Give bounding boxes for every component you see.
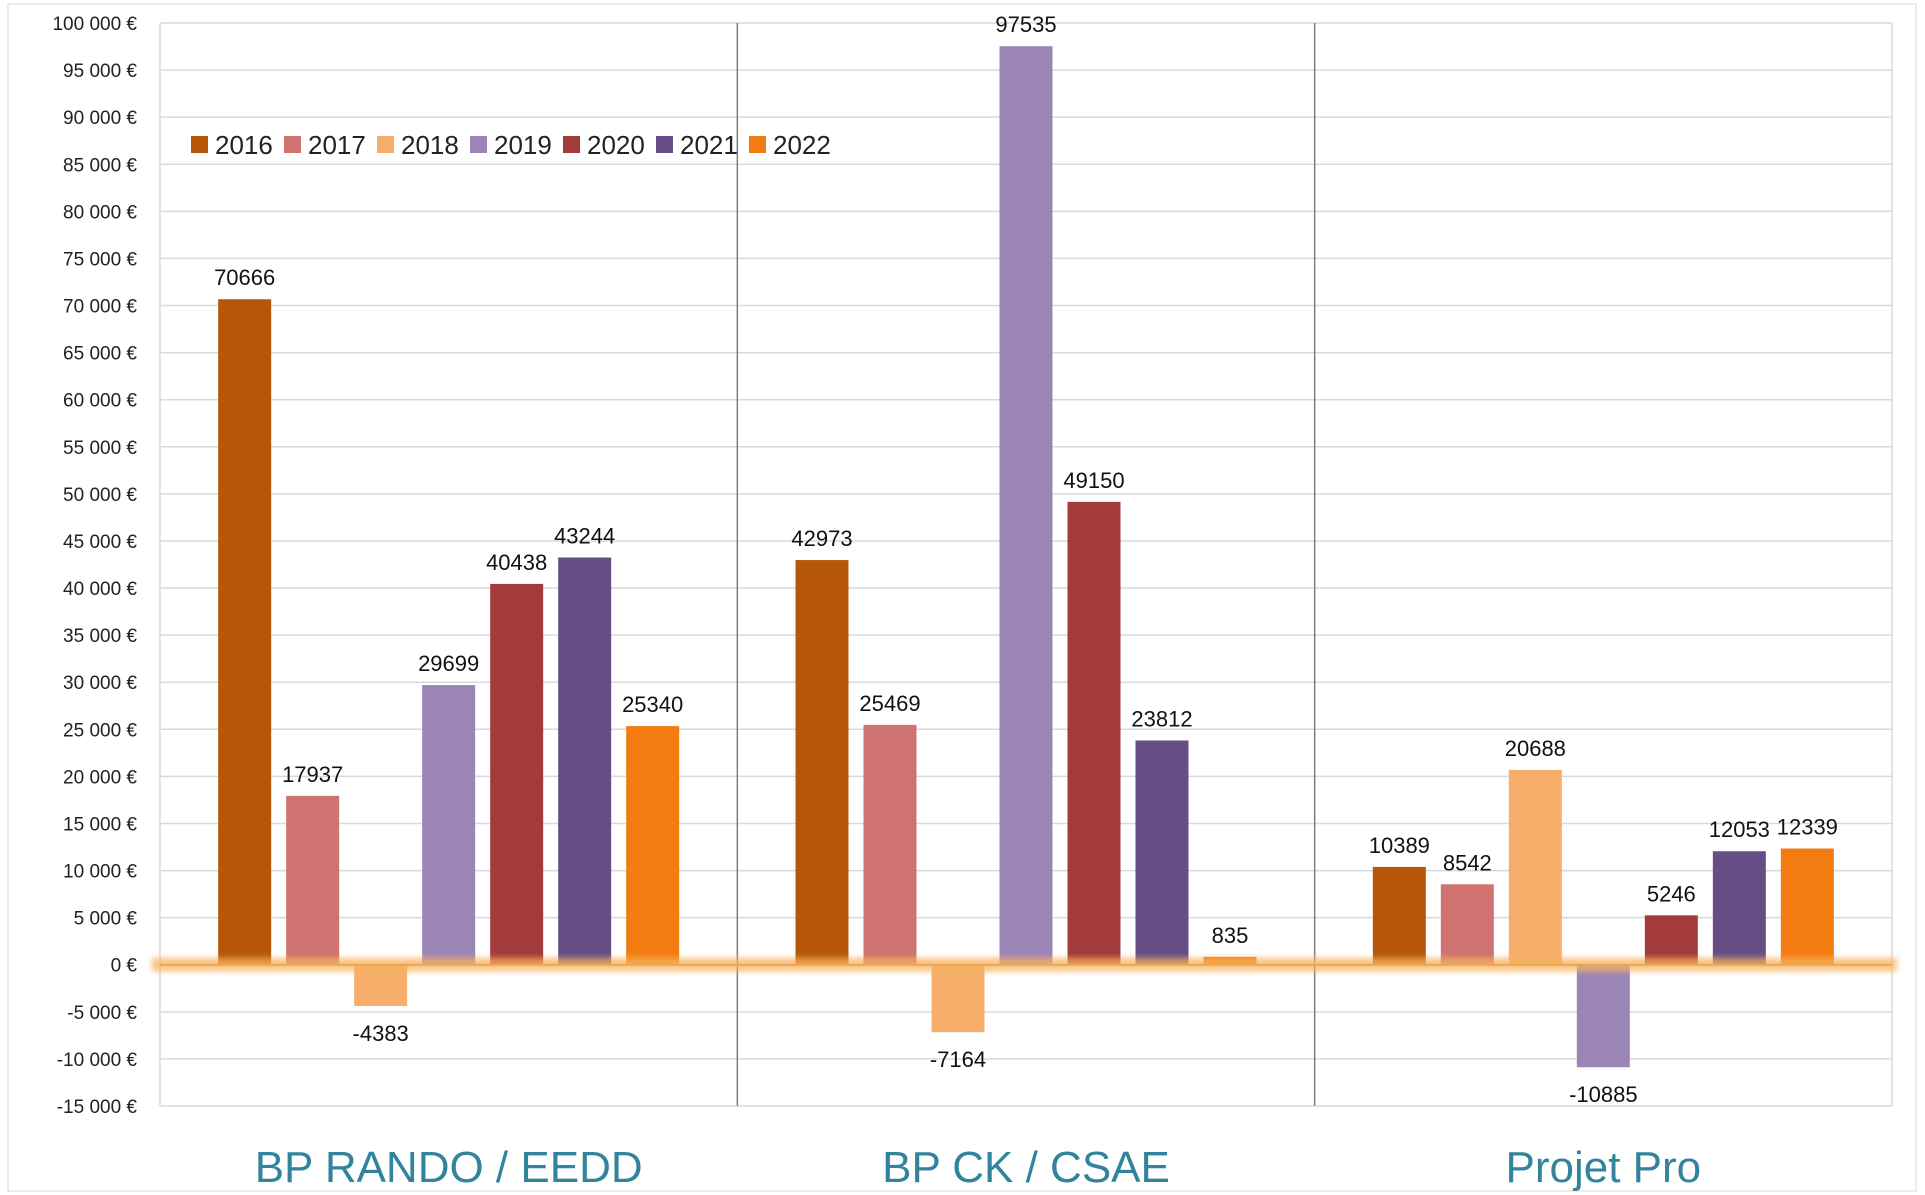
- data-label: 23812: [1131, 706, 1192, 731]
- bar-2019: [999, 46, 1053, 965]
- y-tick-label: 15 000 €: [63, 814, 137, 835]
- data-label: -4383: [353, 1021, 409, 1046]
- data-label: 97535: [995, 12, 1056, 37]
- legend-swatch: [563, 136, 580, 153]
- legend-swatch: [377, 136, 394, 153]
- y-tick-label: 45 000 €: [63, 532, 137, 553]
- y-tick-label: 35 000 €: [63, 626, 137, 647]
- legend-label: 2019: [494, 130, 552, 160]
- y-tick-label: -5 000 €: [67, 1003, 137, 1024]
- y-tick-label: -10 000 €: [57, 1050, 138, 1071]
- data-label: 8542: [1443, 850, 1492, 875]
- data-label: 29699: [418, 651, 479, 676]
- bar-2021: [1135, 740, 1189, 965]
- y-tick-label: 50 000 €: [63, 485, 137, 506]
- zero-line: [152, 957, 1897, 972]
- bar-2020: [1067, 501, 1121, 965]
- category-label: Projet Pro: [1506, 1143, 1702, 1192]
- bar-2022: [1780, 848, 1834, 965]
- bar-2018: [1508, 769, 1562, 965]
- y-tick-label: 65 000 €: [63, 344, 137, 365]
- y-tick-label: 60 000 €: [63, 391, 137, 412]
- data-label: 17937: [282, 762, 343, 787]
- y-tick-label: 85 000 €: [63, 155, 137, 176]
- bar-2017: [1440, 884, 1494, 965]
- y-tick-label: 55 000 €: [63, 438, 137, 459]
- y-tick-label: 20 000 €: [63, 767, 137, 788]
- bar-2022: [626, 726, 680, 965]
- legend-swatch: [470, 136, 487, 153]
- bar-2016: [218, 299, 272, 965]
- data-label: 42973: [791, 526, 852, 551]
- y-axis-ticks: -15 000 € -10 000 € -5 000 € 0 € 5 000 € 10 0…: [52, 14, 137, 1118]
- bar-2016: [1372, 866, 1426, 965]
- data-label: 835: [1212, 923, 1249, 948]
- y-tick-label: 10 000 €: [63, 862, 137, 883]
- data-label: 5246: [1647, 881, 1696, 906]
- legend-label: 2016: [215, 130, 273, 160]
- chart-frame: [7, 3, 1917, 1192]
- bar-2021: [558, 557, 612, 965]
- data-label: 49150: [1063, 468, 1124, 493]
- data-label: 40438: [486, 550, 547, 575]
- bar-2020: [1644, 915, 1698, 965]
- bar-2017: [863, 724, 917, 965]
- data-label: 20688: [1505, 736, 1566, 761]
- legend: 2016 2017 2018 2019 2020 2021 2022: [191, 130, 831, 160]
- legend-label: 2021: [680, 130, 738, 160]
- legend-label: 2017: [308, 130, 366, 160]
- y-tick-label: 80 000 €: [63, 202, 137, 223]
- data-label: -10885: [1569, 1082, 1638, 1107]
- y-tick-label: 75 000 €: [63, 249, 137, 270]
- legend-label: 2020: [587, 130, 645, 160]
- y-tick-label: 40 000 €: [63, 579, 137, 600]
- data-label: 25340: [622, 692, 683, 717]
- legend-label: 2018: [401, 130, 459, 160]
- bars: [218, 46, 1834, 1068]
- legend-swatch: [749, 136, 766, 153]
- data-label: 43244: [554, 523, 615, 548]
- y-tick-label: 95 000 €: [63, 61, 137, 82]
- y-tick-label: 70 000 €: [63, 297, 137, 318]
- bar-2016: [795, 560, 849, 965]
- legend-label: 2022: [773, 130, 831, 160]
- data-label: -7164: [930, 1047, 986, 1072]
- bar-2020: [490, 583, 544, 965]
- bar-2021: [1712, 851, 1766, 965]
- y-tick-label: 30 000 €: [63, 673, 137, 694]
- bar-2019: [422, 685, 476, 965]
- category-label: BP CK / CSAE: [882, 1143, 1170, 1192]
- legend-swatch: [191, 136, 208, 153]
- legend-swatch: [284, 136, 301, 153]
- y-tick-label: 90 000 €: [63, 108, 137, 129]
- category-dividers: [159, 23, 1893, 1106]
- y-tick-label: 100 000 €: [52, 14, 137, 35]
- data-label: 70666: [214, 265, 275, 290]
- y-tick-label: -15 000 €: [57, 1097, 138, 1118]
- category-labels: BP RANDO / EEDD BP CK / CSAE Projet Pro: [255, 1143, 1701, 1192]
- y-tick-label: 5 000 €: [74, 909, 138, 930]
- y-tick-label: 25 000 €: [63, 720, 137, 741]
- data-label: 25469: [859, 691, 920, 716]
- bar-2017: [286, 795, 340, 965]
- bar-2018: [931, 964, 985, 1033]
- category-label: BP RANDO / EEDD: [255, 1143, 643, 1192]
- bar-2019: [1576, 964, 1630, 1068]
- legend-swatch: [656, 136, 673, 153]
- y-tick-label: 0 €: [111, 956, 138, 977]
- data-labels: 70666 42973 10389 17937 25469 8542 -4383 -7164 2…: [214, 12, 1838, 1107]
- data-label: 12339: [1777, 815, 1838, 840]
- data-label: 12053: [1709, 817, 1770, 842]
- data-label: 10389: [1369, 833, 1430, 858]
